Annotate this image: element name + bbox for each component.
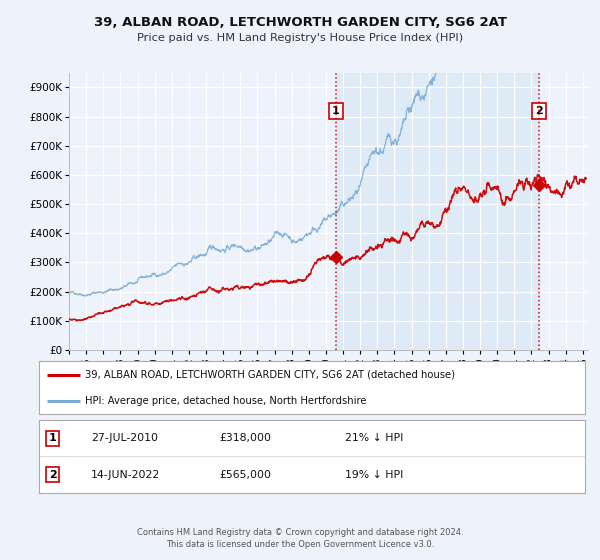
Text: 27-JUL-2010: 27-JUL-2010	[91, 433, 158, 443]
Text: 14-JUN-2022: 14-JUN-2022	[91, 470, 160, 479]
Text: Contains HM Land Registry data © Crown copyright and database right 2024.
This d: Contains HM Land Registry data © Crown c…	[137, 528, 463, 549]
Bar	[335, 73, 539, 350]
Text: Price paid vs. HM Land Registry's House Price Index (HPI): Price paid vs. HM Land Registry's House …	[137, 33, 463, 43]
Text: 19% ↓ HPI: 19% ↓ HPI	[345, 470, 403, 479]
Text: 39, ALBAN ROAD, LETCHWORTH GARDEN CITY, SG6 2AT (detached house): 39, ALBAN ROAD, LETCHWORTH GARDEN CITY, …	[85, 370, 455, 380]
Text: £565,000: £565,000	[219, 470, 271, 479]
Text: HPI: Average price, detached house, North Hertfordshire: HPI: Average price, detached house, Nort…	[85, 396, 367, 406]
Text: 1: 1	[49, 433, 56, 443]
Text: 21% ↓ HPI: 21% ↓ HPI	[345, 433, 403, 443]
Text: 2: 2	[535, 106, 543, 116]
Text: 1: 1	[332, 106, 340, 116]
Text: 39, ALBAN ROAD, LETCHWORTH GARDEN CITY, SG6 2AT: 39, ALBAN ROAD, LETCHWORTH GARDEN CITY, …	[94, 16, 506, 29]
Text: 2: 2	[49, 470, 56, 479]
Text: £318,000: £318,000	[219, 433, 271, 443]
